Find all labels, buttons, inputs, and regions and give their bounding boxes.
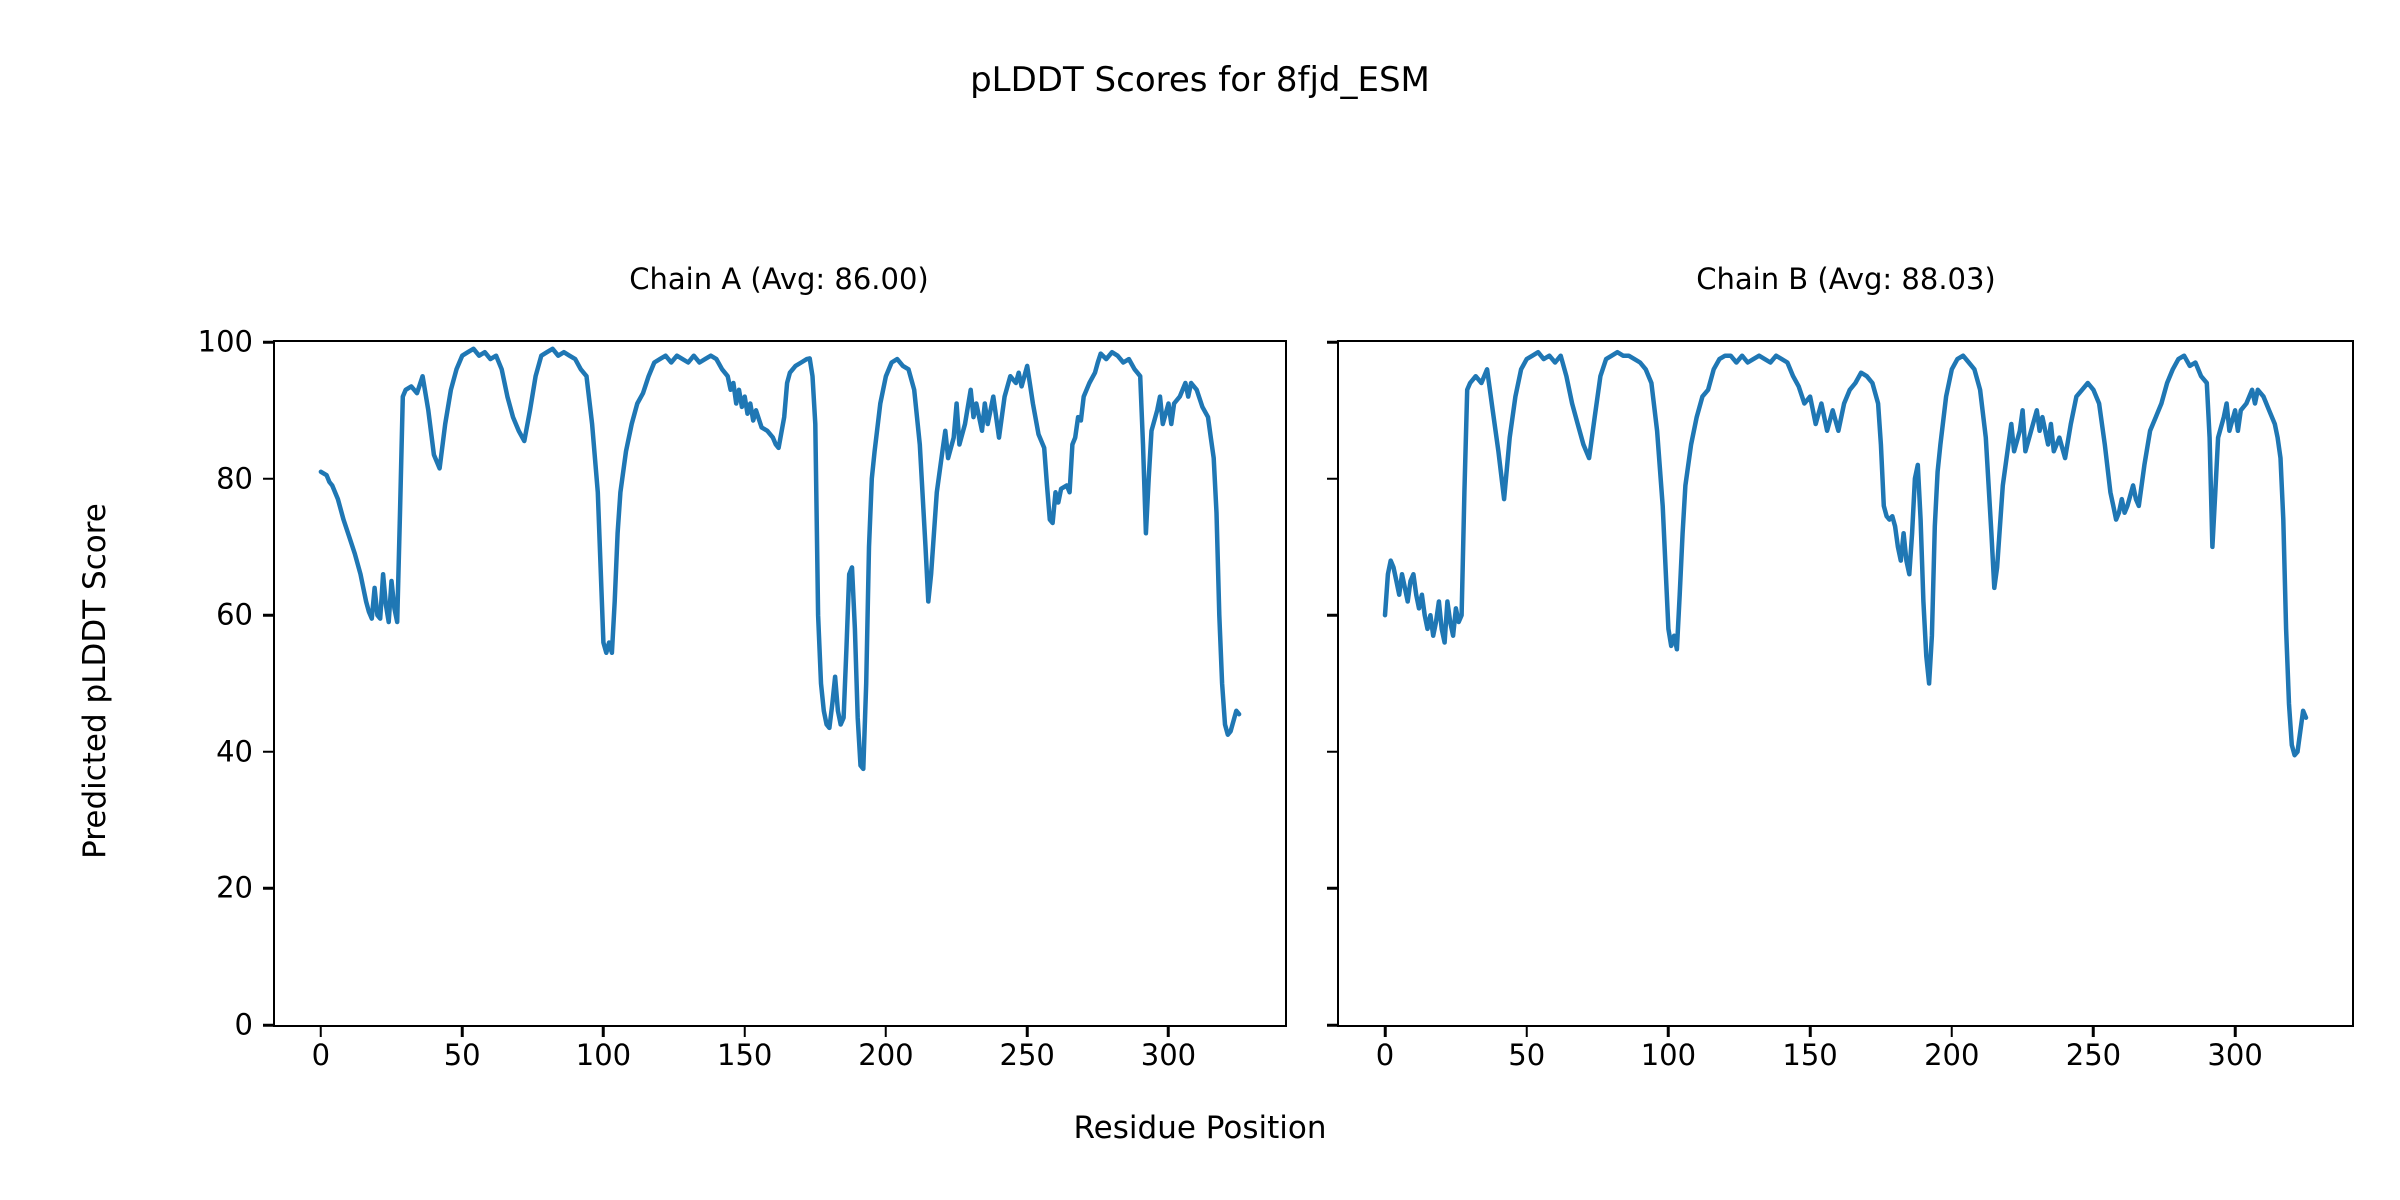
y-tick-label: 100 <box>197 324 253 359</box>
y-tick-mark <box>263 613 275 617</box>
figure-title: pLDDT Scores for 8fjd_ESM <box>970 60 1430 100</box>
x-tick-label: 200 <box>1924 1038 1980 1072</box>
x-tick-label: 300 <box>2207 1038 2263 1072</box>
y-tick-label: 20 <box>216 870 253 905</box>
x-tick-label: 250 <box>999 1038 1055 1072</box>
x-tick-mark <box>1167 1025 1170 1037</box>
x-tick-label: 150 <box>716 1038 773 1072</box>
plddt-line <box>318 346 1242 772</box>
x-tick-mark <box>1525 1025 1528 1037</box>
x-tick-label: 0 <box>311 1038 331 1072</box>
x-tick-label: 100 <box>1640 1038 1697 1072</box>
x-tick-label: 50 <box>1508 1038 1546 1072</box>
x-tick-mark <box>743 1025 746 1037</box>
x-tick-label: 200 <box>858 1038 914 1072</box>
y-tick-label: 0 <box>234 1007 253 1042</box>
x-tick-mark <box>1808 1025 1812 1037</box>
x-tick-mark <box>1383 1025 1387 1037</box>
plot-canvas-chain-a <box>318 346 1242 772</box>
x-tick-mark <box>460 1025 464 1037</box>
y-tick-label: 40 <box>216 734 253 769</box>
x-tick-label: 300 <box>1140 1038 1197 1072</box>
x-tick-mark <box>1667 1025 1670 1037</box>
plot-area-chain-b: 0 50 100 150 200 250 300 <box>1327 340 2354 1070</box>
x-tick-label: 250 <box>2065 1038 2122 1072</box>
x-tick-label: 100 <box>575 1038 632 1072</box>
subplot-title-chain-a: Chain A (Avg: 86.00) <box>629 262 929 296</box>
subplot-title-chain-b: Chain B (Avg: 88.03) <box>1696 262 1996 296</box>
y-tick-mark <box>263 1023 275 1027</box>
plot-canvas-chain-b <box>1382 349 2309 758</box>
x-tick-label: 50 <box>443 1038 481 1072</box>
x-tick-mark <box>1950 1025 1953 1037</box>
plot-area-chain-a: 0 50 100 150 200 250 300 0 20 40 60 80 100 <box>198 327 1287 1070</box>
y-axis-label: Predicted pLDDT Score <box>77 503 113 859</box>
y-tick-mark <box>263 340 275 344</box>
x-tick-mark <box>2233 1025 2237 1037</box>
y-tick-label: 80 <box>216 461 253 496</box>
y-tick-mark <box>1327 750 1339 754</box>
y-tick-mark <box>1327 1023 1339 1027</box>
y-tick-mark <box>1327 477 1339 480</box>
x-tick-label: 0 <box>1375 1038 1395 1072</box>
x-tick-mark <box>602 1025 605 1037</box>
y-tick-mark <box>263 887 275 890</box>
x-tick-label: 150 <box>1782 1038 1838 1072</box>
y-tick-mark <box>1327 613 1339 617</box>
x-tick-mark <box>319 1025 323 1037</box>
y-tick-mark <box>263 750 275 754</box>
x-tick-mark <box>884 1025 888 1037</box>
x-axis-label: Residue Position <box>1073 1110 1327 1146</box>
y-tick-mark <box>263 477 275 480</box>
y-tick-mark <box>1327 887 1339 890</box>
y-tick-mark <box>1327 340 1339 344</box>
plddt-line <box>1382 349 2309 758</box>
x-tick-mark <box>1025 1025 1029 1037</box>
y-tick-label: 60 <box>216 597 253 632</box>
x-tick-mark <box>2092 1025 2095 1037</box>
